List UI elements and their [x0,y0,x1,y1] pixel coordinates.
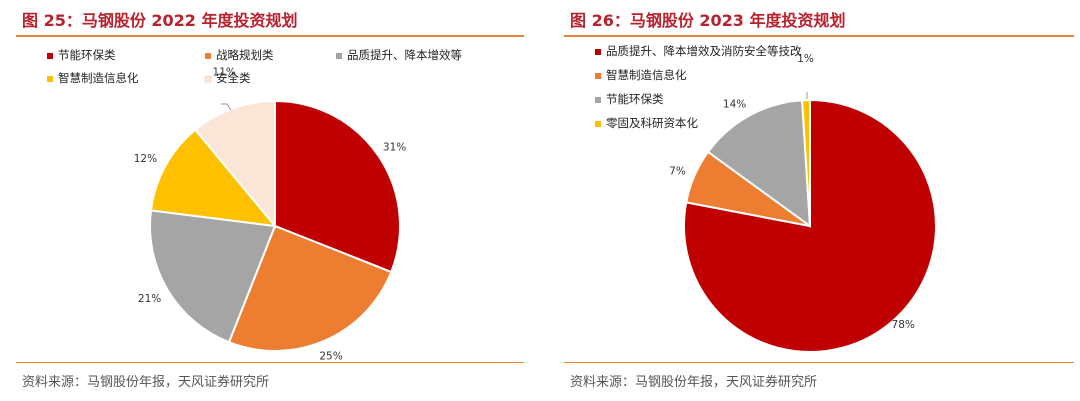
legend-swatch [205,53,211,59]
legend-swatch [595,49,601,55]
legend-label: 品质提升、降本增效等 [347,48,462,62]
legend-swatch [595,121,601,127]
chart-panel-2022: 图 25：马钢股份 2022 年度投资规划 31% 25% 21% 12% 11% 节能环… [0,0,530,401]
legend-item: 品质提升、降本增效及消防安全等技改 [595,44,802,58]
data-label-1: 31% [383,142,406,154]
legend-item: 节能环保类 [595,92,664,106]
source-note: 资料来源：马钢股份年报，天风证券研究所 [22,375,270,390]
legend-label: 节能环保类 [606,92,664,106]
legend-swatch [204,75,212,83]
data-label-2: 7% [669,165,686,177]
legend-label: 安全类 [216,71,251,85]
pie-slice-2 [227,224,393,352]
legend-swatch [47,53,53,59]
source-divider [564,362,1074,363]
pie-slice-1 [274,99,401,274]
legend-swatch [595,73,601,79]
data-label-1: 78% [892,319,915,331]
title-divider [16,35,524,37]
pie-slice-4 [801,98,811,227]
pie-slices [683,98,937,353]
data-label-2: 25% [319,350,342,362]
pie-slice-4 [149,128,278,228]
figure-caption: 图 26：马钢股份 2023 年度投资规划 [570,11,846,30]
pie-slices [149,99,401,352]
data-label-5: 11% [213,66,236,78]
figure-caption: 图 25：马钢股份 2022 年度投资规划 [22,11,298,30]
legend-swatch [595,97,601,103]
pie-slice-3 [706,99,812,229]
legend-item: 节能环保类 [47,48,116,62]
pie-chart-2022: 31% 25% 21% 12% 11% 节能环保类 战略规划类 品质提升、降本增效等智慧制造信… [47,48,462,362]
legend-label: 战略规划类 [216,48,274,62]
legend-label: 智慧制造信息化 [606,68,687,82]
leader-line-5 [221,103,232,111]
data-label-3: 21% [138,293,161,305]
title-divider [564,35,1074,37]
data-label-4: 1% [797,53,814,65]
legend-item: 安全类 [204,71,251,85]
source-divider [16,362,524,363]
legend-item: 零固及科研资本化 [595,116,698,130]
legend-swatch [47,76,53,82]
data-label-3: 14% [723,98,746,110]
chart-panel-2023: 图 26：马钢股份 2023 年度投资规划 78% 7% 14% 1% 品质提升、降本增… [548,0,1080,401]
legend-label: 零固及科研资本化 [606,116,698,130]
pie-slice-3 [149,209,277,344]
legend-label: 智慧制造信息化 [58,71,139,85]
legend-item: 智慧制造信息化 [47,71,139,85]
legend-item: 战略规划类 [205,48,274,62]
legend-label: 节能环保类 [58,48,116,62]
pie-chart-2023: 78% 7% 14% 1%品质提升、降本增效及消防安全等技改智慧制造信息化节能环保类零… [595,44,937,353]
data-label-4: 12% [134,153,157,165]
legend-label: 品质提升、降本增效及消防安全等技改 [606,44,802,58]
legend-item: 品质提升、降本增效等 [336,48,462,62]
source-note: 资料来源：马钢股份年报，天风证券研究所 [570,375,818,390]
pie-slice-5 [193,99,276,229]
legend-swatch [336,53,342,59]
legend-item: 智慧制造信息化 [595,68,687,82]
